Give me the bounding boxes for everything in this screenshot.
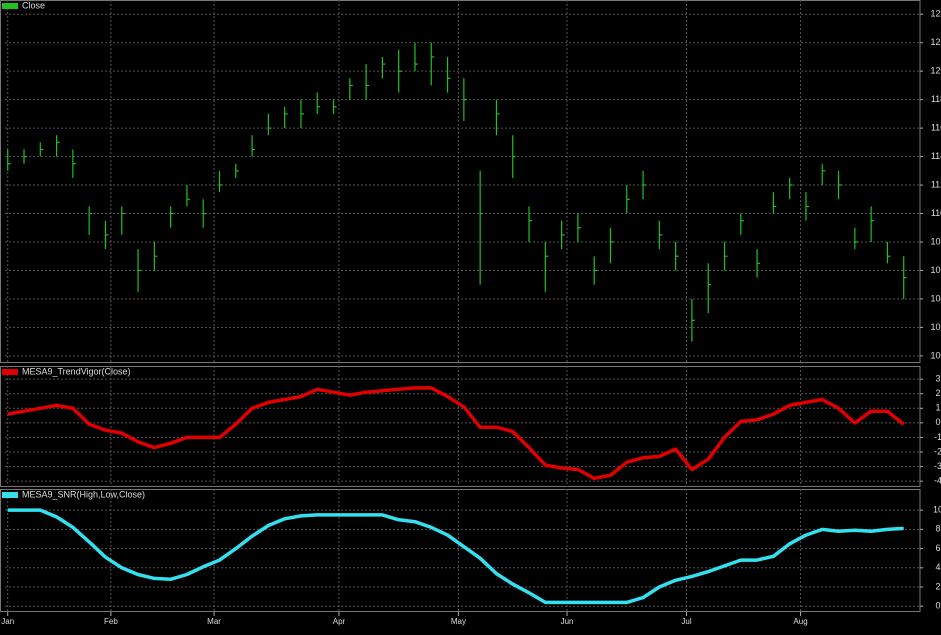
y-tick-label: 3 (935, 373, 940, 383)
legend-swatch (2, 492, 18, 498)
y-tick-label: 112 (931, 179, 941, 189)
y-tick-label: 118 (931, 94, 941, 104)
x-tick-label: Feb (104, 617, 118, 626)
y-tick-label: 106 (930, 265, 941, 275)
x-tick-label: Jan (1, 617, 14, 626)
y-tick-label: 122 (930, 37, 941, 47)
panel-frame (0, 0, 921, 363)
y-tick-label: 102 (930, 322, 941, 332)
y-tick-label: 120 (930, 66, 941, 76)
y-tick-label: 100 (930, 350, 941, 360)
y-tick-label: 10 (933, 505, 941, 515)
y-tick-label: 0 (935, 417, 940, 427)
panel-frame (0, 489, 921, 612)
x-tick-label: May (451, 617, 466, 626)
x-tick-label: Jul (681, 617, 691, 626)
legend-label: MESA9_TrendVigor(Close) (22, 366, 131, 376)
panel-frame (0, 366, 921, 487)
y-tick-label: 104 (930, 293, 941, 303)
x-tick-label: Apr (333, 617, 346, 626)
y-tick-label: 114 (931, 151, 941, 161)
x-tick-label: Mar (207, 617, 221, 626)
indicator-line (7, 508, 904, 605)
y-tick-label: -1 (934, 432, 941, 442)
y-tick-label: 124 (930, 9, 941, 19)
y-tick-label: 1 (935, 403, 940, 413)
legend-swatch (2, 369, 18, 375)
y-tick-label: 0 (935, 601, 940, 611)
y-tick-label: 108 (930, 236, 941, 246)
y-tick-label: 2 (935, 388, 940, 398)
y-tick-label: 8 (935, 524, 940, 534)
y-tick-label: 2 (935, 581, 940, 591)
indicator-line (7, 386, 905, 481)
y-tick-label: -2 (934, 446, 941, 456)
y-tick-label: 4 (935, 562, 940, 572)
x-tick-label: Aug (793, 617, 807, 626)
legend-label: Close (22, 0, 45, 10)
y-tick-label: -4 (934, 476, 941, 486)
legend-label: MESA9_SNR(High,Low,Close) (22, 489, 145, 499)
y-tick-label: -3 (934, 461, 941, 471)
y-tick-label: 6 (935, 543, 940, 553)
y-tick-label: 116 (931, 122, 941, 132)
y-tick-label: 110 (931, 208, 941, 218)
x-tick-label: Jun (561, 617, 574, 626)
legend-swatch (2, 3, 18, 9)
